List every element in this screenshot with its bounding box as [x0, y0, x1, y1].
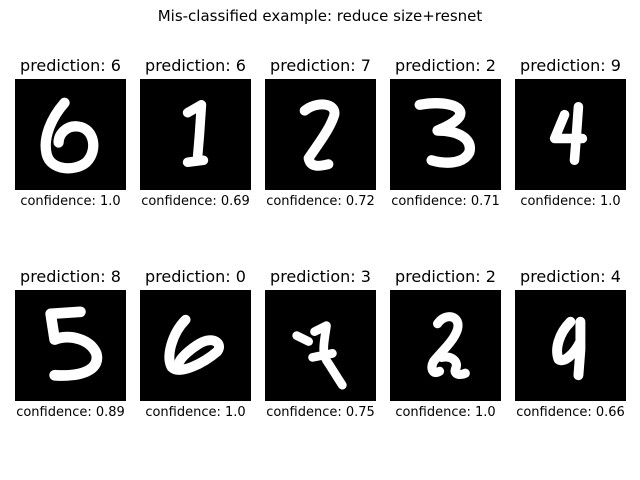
handwritten-1-icon	[140, 79, 251, 190]
handwritten-5-icon	[15, 290, 126, 401]
handwritten-4-icon	[515, 79, 626, 190]
confidence-label: confidence: 0.66	[516, 405, 625, 420]
prediction-label: prediction: 3	[270, 267, 371, 286]
handwritten-9-icon	[515, 290, 626, 401]
handwritten-6-icon	[140, 290, 251, 401]
confidence-label: confidence: 0.71	[391, 194, 500, 209]
prediction-label: prediction: 4	[520, 267, 621, 286]
prediction-label: prediction: 0	[145, 267, 246, 286]
prediction-label: prediction: 2	[395, 267, 496, 286]
confidence-label: confidence: 1.0	[395, 405, 496, 420]
confidence-label: confidence: 0.89	[16, 405, 125, 420]
handwritten-8-icon	[390, 290, 501, 401]
handwritten-2-icon	[265, 79, 376, 190]
handwritten-3-icon	[390, 79, 501, 190]
figure-title: Mis-classified example: reduce size+resn…	[157, 7, 483, 25]
confidence-label: confidence: 1.0	[520, 194, 621, 209]
handwritten-7-icon	[265, 290, 376, 401]
confidence-label: confidence: 1.0	[145, 405, 246, 420]
confidence-label: confidence: 0.69	[141, 194, 250, 209]
confidence-label: confidence: 0.75	[266, 405, 375, 420]
prediction-label: prediction: 7	[270, 56, 371, 75]
prediction-label: prediction: 2	[395, 56, 496, 75]
confidence-label: confidence: 0.72	[266, 194, 375, 209]
prediction-label: prediction: 6	[145, 56, 246, 75]
prediction-label: prediction: 9	[520, 56, 621, 75]
handwritten-0-icon	[15, 79, 126, 190]
prediction-label: prediction: 6	[20, 56, 121, 75]
prediction-label: prediction: 8	[20, 267, 121, 286]
confidence-label: confidence: 1.0	[20, 194, 121, 209]
